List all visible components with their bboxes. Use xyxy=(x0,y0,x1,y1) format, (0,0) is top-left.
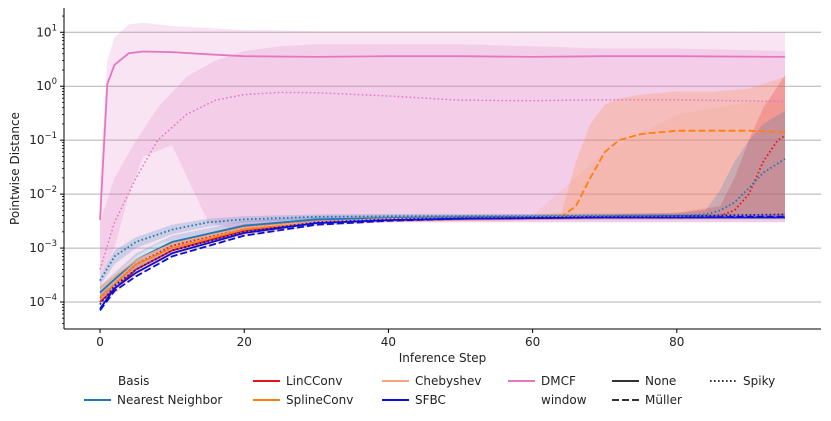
confidence-bands xyxy=(100,22,785,308)
y-axis-label: Pointwise Distance xyxy=(8,112,22,225)
series-line-1 xyxy=(99,91,786,270)
y-tick-label: 10−2 xyxy=(29,185,57,201)
legend: Basis Nearest Neighbor LinCConv SplineConv C… xyxy=(84,374,775,407)
band-2 xyxy=(100,76,785,308)
legend-linccconv: LinCConv xyxy=(253,374,342,388)
y-tick-label: 10−4 xyxy=(29,293,57,309)
x-tick-label: 80 xyxy=(669,335,684,349)
axes: 0 20 40 60 80 10−4 10−3 10−2 10−1 100 101 xyxy=(29,8,821,349)
legend-basis-title: Basis xyxy=(118,374,149,388)
legend-splineconv: SplineConv xyxy=(253,393,353,407)
legend-muller: Müller xyxy=(612,393,682,407)
series-lines xyxy=(99,50,786,311)
series-line-11 xyxy=(99,216,785,310)
legend-none: None xyxy=(612,374,676,388)
band-0 xyxy=(100,22,785,277)
legend-none-label: None xyxy=(645,374,676,388)
legend-sfbc-label: SFBC xyxy=(415,393,446,407)
x-tick-label: 60 xyxy=(525,335,540,349)
x-tick-label: 0 xyxy=(96,335,104,349)
legend-window-title: window xyxy=(541,393,587,407)
legend-sfbc: SFBC xyxy=(382,393,446,407)
legend-splineconv-label: SplineConv xyxy=(286,393,353,407)
legend-spiky: Spiky xyxy=(710,374,775,388)
legend-window-title-label: window xyxy=(541,393,587,407)
legend-muller-label: Müller xyxy=(645,393,682,407)
x-tick-label: 20 xyxy=(237,335,252,349)
legend-linccconv-label: LinCConv xyxy=(286,374,342,388)
x-axis-label: Inference Step xyxy=(399,351,487,365)
band-1 xyxy=(100,44,785,302)
legend-nearest-neighbor-label: Nearest Neighbor xyxy=(117,393,222,407)
series-line-6 xyxy=(99,158,786,282)
y-tick-label: 100 xyxy=(36,77,57,93)
legend-chebyshev-label: Chebyshev xyxy=(415,374,481,388)
y-tick-label: 101 xyxy=(36,23,57,39)
legend-dmcf: DMCF xyxy=(508,374,576,388)
legend-spiky-label: Spiky xyxy=(743,374,775,388)
series-line-0 xyxy=(99,50,786,221)
band-3 xyxy=(100,98,785,302)
x-tick-label: 40 xyxy=(381,335,396,349)
y-tick-label: 10−1 xyxy=(29,131,57,147)
y-tick-label: 10−3 xyxy=(29,239,57,255)
legend-nearest-neighbor: Nearest Neighbor xyxy=(84,393,222,407)
legend-chebyshev: Chebyshev xyxy=(382,374,481,388)
legend-dmcf-label: DMCF xyxy=(541,374,576,388)
legend-basis-title-label: Basis xyxy=(118,374,149,388)
